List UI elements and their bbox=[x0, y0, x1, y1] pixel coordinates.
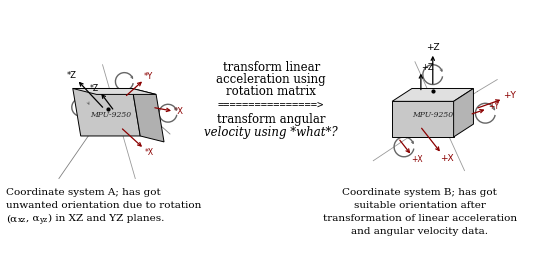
Text: (α: (α bbox=[7, 214, 17, 223]
Text: Coordinate system A; has got: Coordinate system A; has got bbox=[7, 189, 161, 197]
Polygon shape bbox=[453, 88, 474, 137]
Text: *Z: *Z bbox=[67, 71, 77, 80]
Text: MPU-9250: MPU-9250 bbox=[412, 111, 453, 119]
Text: unwanted orientation due to rotation: unwanted orientation due to rotation bbox=[7, 201, 202, 210]
Text: acceleration using: acceleration using bbox=[216, 73, 326, 86]
Text: ================>: ================> bbox=[218, 100, 324, 110]
Text: +Y: +Y bbox=[488, 102, 499, 111]
Text: +Z: +Z bbox=[426, 44, 440, 52]
Text: transform angular: transform angular bbox=[217, 113, 325, 126]
Text: +X: +X bbox=[440, 154, 453, 163]
Polygon shape bbox=[132, 88, 164, 142]
Text: rotation matrix: rotation matrix bbox=[226, 85, 316, 98]
Text: ) in XZ and YZ planes.: ) in XZ and YZ planes. bbox=[48, 214, 165, 223]
Polygon shape bbox=[392, 88, 474, 101]
Text: , α: , α bbox=[26, 214, 40, 223]
Text: +Y: +Y bbox=[502, 91, 516, 100]
Text: *X: *X bbox=[174, 107, 184, 116]
Text: Coordinate system B; has got: Coordinate system B; has got bbox=[342, 189, 498, 197]
Text: transformation of linear acceleration: transformation of linear acceleration bbox=[323, 214, 517, 223]
Polygon shape bbox=[392, 101, 453, 137]
Text: +Z: +Z bbox=[421, 63, 434, 72]
Text: velocity using *what*?: velocity using *what*? bbox=[204, 125, 338, 139]
Text: *Y: *Y bbox=[143, 72, 153, 81]
Polygon shape bbox=[73, 88, 156, 95]
Text: and angular velocity data.: and angular velocity data. bbox=[352, 227, 488, 236]
Text: +X: +X bbox=[411, 155, 423, 164]
Text: *X: *X bbox=[144, 148, 154, 157]
Text: *Z: *Z bbox=[90, 84, 99, 93]
Text: suitable orientation after: suitable orientation after bbox=[354, 201, 486, 210]
Text: transform linear: transform linear bbox=[222, 61, 320, 74]
Text: xz: xz bbox=[18, 216, 27, 224]
Text: MPU-9250: MPU-9250 bbox=[90, 111, 131, 119]
Polygon shape bbox=[73, 88, 140, 136]
Text: yz: yz bbox=[39, 216, 47, 224]
